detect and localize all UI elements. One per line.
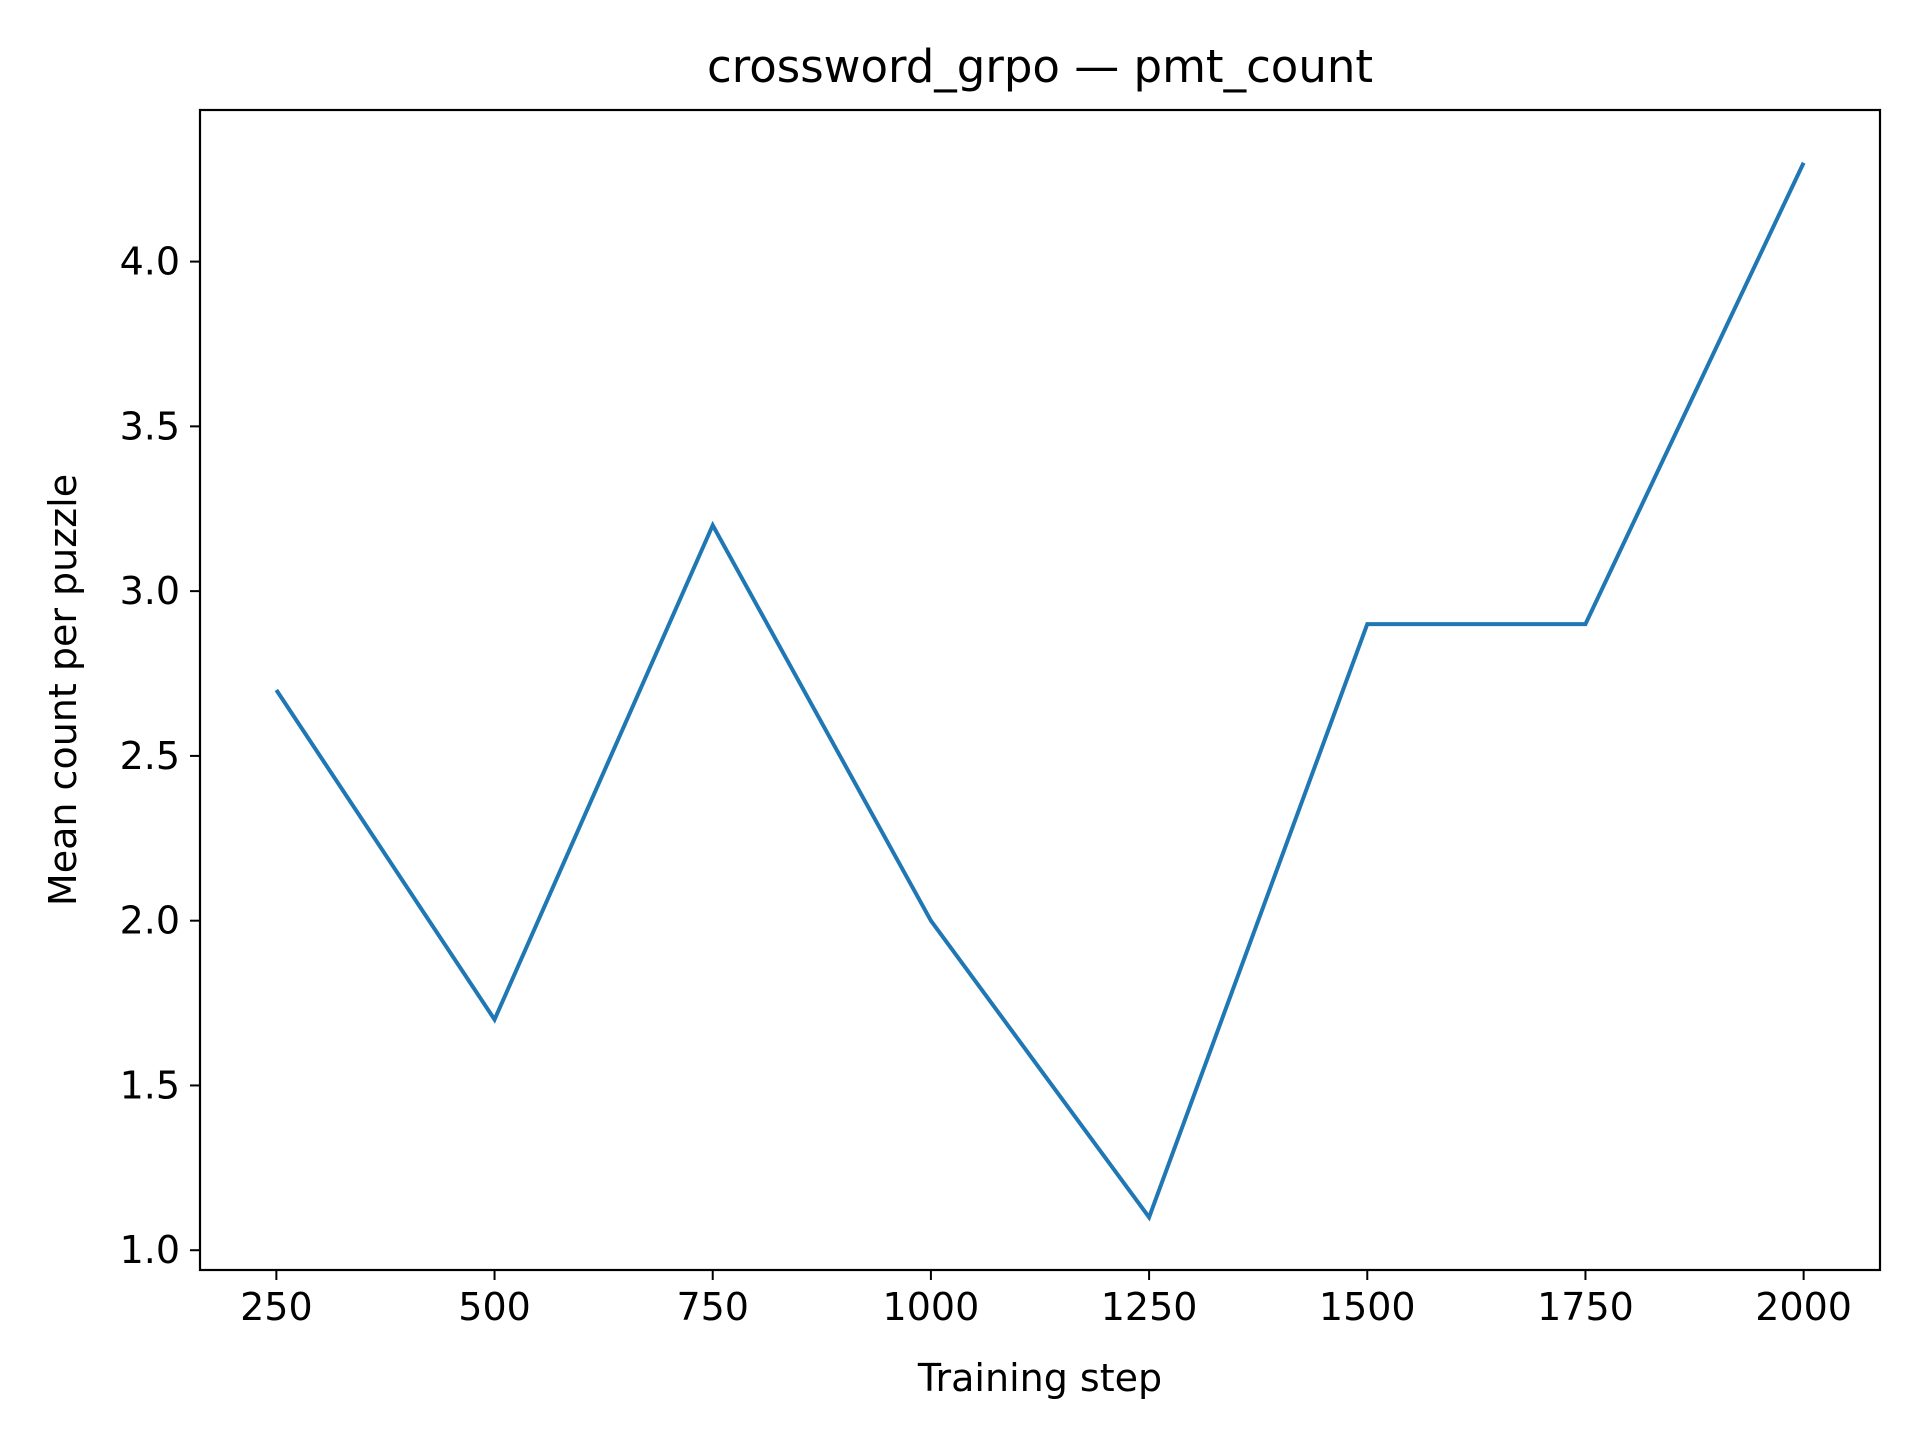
x-tick-label: 1750 [1537,1285,1634,1329]
x-tick-label: 500 [458,1285,531,1329]
y-tick-label: 3.5 [120,404,180,448]
x-tick-label: 1000 [883,1285,980,1329]
y-tick-label: 3.0 [120,569,180,613]
series-line-1 [274,161,1806,1222]
series-layer [274,161,1806,1222]
y-tick-label: 2.5 [120,734,180,778]
x-axis-label: Training step [917,1356,1162,1400]
y-axis-ticks: 1.0 1.5 2.0 2.5 3.0 3.5 4.0 [120,240,200,1272]
y-tick-label: 2.0 [120,899,180,943]
x-tick-label: 1250 [1101,1285,1198,1329]
x-axis-ticks: 250 500 750 1000 1250 1500 1750 2000 [240,1270,1852,1329]
x-tick-label: 750 [676,1285,749,1329]
x-tick-label: 250 [240,1285,313,1329]
y-tick-label: 1.0 [120,1228,180,1272]
y-axis-label: Mean count per puzzle [41,474,85,906]
y-tick-label: 1.5 [120,1063,180,1107]
chart-title: crossword_grpo — pmt_count [707,40,1373,93]
x-tick-label: 1500 [1319,1285,1416,1329]
plot-area [198,108,1882,1272]
y-tick-label: 4.0 [120,240,180,284]
x-tick-label: 2000 [1755,1285,1852,1329]
